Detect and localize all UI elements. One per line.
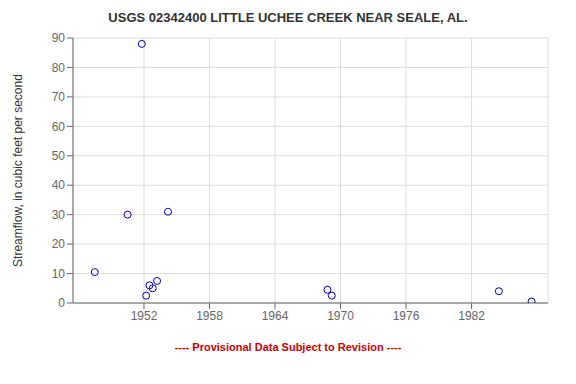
svg-text:90: 90 <box>52 31 66 45</box>
svg-text:1976: 1976 <box>393 309 420 323</box>
svg-text:70: 70 <box>52 90 66 104</box>
svg-text:0: 0 <box>58 296 65 310</box>
svg-text:1982: 1982 <box>458 309 485 323</box>
svg-text:Streamflow, in cubic feet per: Streamflow, in cubic feet per second <box>11 74 25 267</box>
html-text:---- Provisional Data Subject: ---- Provisional Data Subject to Revisio… <box>174 341 402 353</box>
svg-text:10: 10 <box>52 267 66 281</box>
svg-text:40: 40 <box>52 178 66 192</box>
svg-text:30: 30 <box>52 208 66 222</box>
html-text:USGS 02342400 LITTLE UCHEE CRE: USGS 02342400 LITTLE UCHEE CREEK NEAR SE… <box>108 10 468 25</box>
svg-text:60: 60 <box>52 120 66 134</box>
svg-text:1970: 1970 <box>327 309 354 323</box>
svg-text:20: 20 <box>52 237 66 251</box>
svg-text:80: 80 <box>52 61 66 75</box>
svg-text:1958: 1958 <box>196 309 223 323</box>
svg-text:1964: 1964 <box>262 309 289 323</box>
svg-text:1952: 1952 <box>131 309 158 323</box>
svg-text:50: 50 <box>52 149 66 163</box>
